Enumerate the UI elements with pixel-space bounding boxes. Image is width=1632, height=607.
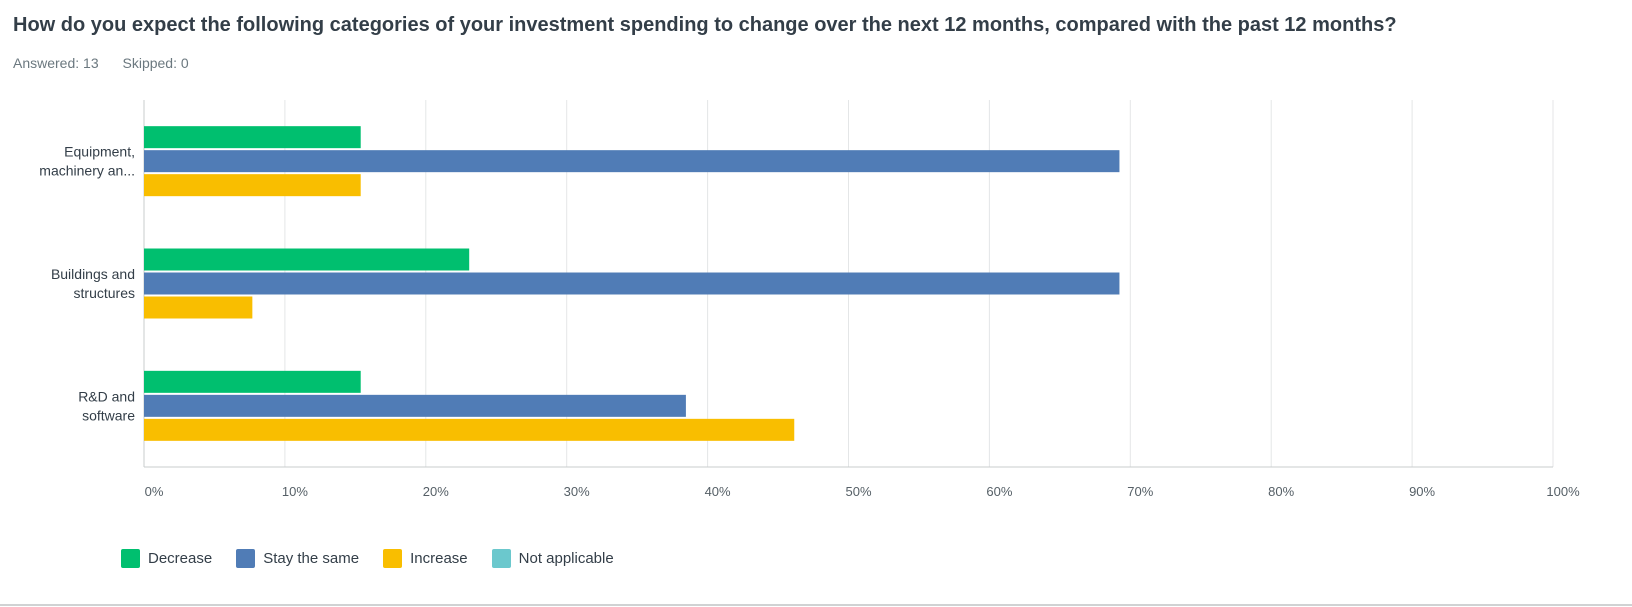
- bar-decrease: [144, 370, 361, 393]
- bar-decrease: [144, 126, 361, 149]
- legend-item-increase[interactable]: Increase: [383, 549, 468, 568]
- bar-chart: 0% 10% 20% 30% 40% 50% 60% 70% 80% 90% 100% Equipme…: [39, 100, 1580, 499]
- bar-stay-the-same: [144, 394, 686, 417]
- bar-increase: [144, 418, 795, 441]
- x-tick-label: 50%: [845, 484, 871, 499]
- category-label: machinery an...: [39, 163, 135, 179]
- category-label: Buildings and: [51, 266, 135, 282]
- x-tick-label: 0%: [145, 484, 164, 499]
- x-tick-label: 60%: [986, 484, 1012, 499]
- answered-count: Answered: 13: [13, 55, 99, 71]
- legend-label-stay-the-same: Stay the same: [263, 550, 360, 567]
- x-tick-label: 20%: [423, 484, 449, 499]
- skipped-count: Skipped: 0: [122, 55, 189, 71]
- category-label: software: [82, 407, 135, 423]
- legend-label-decrease: Decrease: [148, 550, 213, 567]
- x-tick-label: 10%: [282, 484, 308, 499]
- legend-swatch-stay-the-same: [236, 549, 256, 568]
- x-tick-label: 80%: [1268, 484, 1294, 499]
- legend-swatch-increase: [383, 549, 403, 568]
- x-tick-label: 40%: [705, 484, 731, 499]
- category-label: structures: [74, 285, 135, 301]
- legend-item-decrease[interactable]: Decrease: [121, 549, 212, 568]
- legend-item-not-applicable[interactable]: Not applicable: [491, 549, 614, 568]
- bar-stay-the-same: [144, 272, 1120, 295]
- bottom-divider: [0, 604, 1632, 606]
- chart-legend: Decrease Stay the same Increase Not appl…: [121, 549, 638, 568]
- category-label: R&D and: [78, 388, 135, 404]
- bar-increase: [144, 296, 253, 319]
- bar-stay-the-same: [144, 150, 1120, 173]
- legend-label-increase: Increase: [410, 550, 468, 567]
- response-stats: Answered: 13 Skipped: 0: [13, 55, 209, 71]
- x-tick-label: 100%: [1546, 484, 1580, 499]
- question-title: How do you expect the following categori…: [13, 14, 1397, 36]
- legend-swatch-decrease: [121, 549, 140, 568]
- legend-swatch-not-applicable: [491, 549, 511, 568]
- x-tick-label: 30%: [564, 484, 590, 499]
- category-label: Equipment,: [64, 144, 135, 160]
- legend-item-stay-the-same[interactable]: Stay the same: [236, 549, 359, 568]
- bar-increase: [144, 174, 361, 197]
- x-tick-label: 90%: [1409, 484, 1435, 499]
- legend-label-not-applicable: Not applicable: [518, 550, 614, 567]
- x-tick-label: 70%: [1127, 484, 1153, 499]
- bar-decrease: [144, 248, 470, 271]
